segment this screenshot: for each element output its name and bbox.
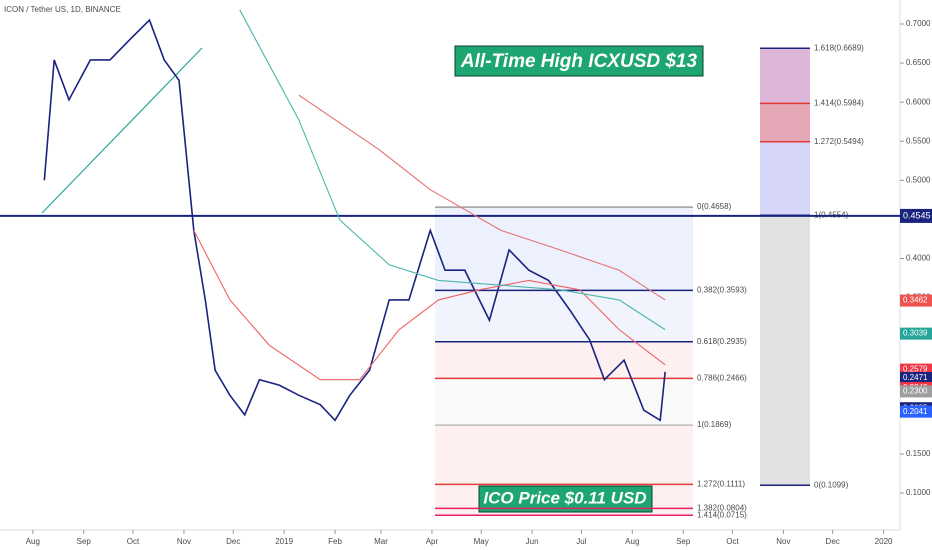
annotation-box [454, 45, 704, 77]
fib-label: 1.382(0.0804) [697, 503, 747, 512]
price-tag: 0.4545 [903, 210, 931, 220]
price-tag-bg [900, 372, 932, 385]
x-tick-label: 2019 [275, 537, 293, 546]
x-tick-label: Oct [127, 537, 140, 546]
price-tag: 0.2579 [903, 365, 928, 374]
x-tick-label: Nov [177, 537, 191, 546]
fib-label: 0.786(0.2466) [697, 374, 747, 383]
price-tag: 0.2041 [903, 407, 928, 416]
fib-label: 1.618(0.6689) [814, 43, 864, 52]
price-tag-bg [900, 327, 932, 340]
x-tick-label: Oct [726, 537, 739, 546]
trend-line [41, 47, 203, 214]
x-tick-label: Jun [526, 537, 539, 546]
fib-label: 1(0.1869) [697, 420, 732, 429]
fib-band [760, 48, 810, 104]
y-tick-label: 0.7000 [906, 19, 931, 28]
y-tick-label: 0.4000 [906, 254, 931, 263]
y-tick-label: 0.1000 [906, 488, 931, 497]
annotation: All-Time High ICXUSD $13 [460, 51, 698, 72]
y-tick-label: 0.6000 [906, 97, 931, 106]
fib-band [760, 215, 810, 486]
fib-label: 1.272(0.1111) [697, 479, 745, 488]
annotation: ICO Price $0.11 USD [483, 488, 646, 507]
price-tag: 0.2300 [903, 387, 928, 396]
fib-label: 0(0.1099) [814, 480, 849, 489]
fib-band [760, 103, 810, 142]
price-tag: 0.3039 [903, 329, 928, 338]
price-tag: 0.2471 [903, 373, 928, 382]
fib-band [435, 378, 693, 426]
x-tick-label: May [474, 537, 489, 546]
fib-label: 1.272(0.5494) [814, 137, 864, 146]
y-tick-label: 0.6500 [906, 58, 931, 67]
price-line [193, 230, 666, 381]
fib-label: 1(0.4554) [814, 210, 849, 219]
price-tag-bg [900, 385, 932, 398]
x-tick-label: Nov [776, 537, 790, 546]
fib-band [435, 425, 693, 485]
price-tag-bg [900, 294, 932, 307]
fib-band [435, 290, 693, 342]
x-tick-label: Apr [426, 537, 439, 546]
fib-label: 1.414(0.5984) [814, 99, 864, 108]
x-tick-label: Sep [676, 537, 691, 546]
fib-label: 0.618(0.2935) [697, 337, 747, 346]
fib-band [760, 141, 810, 216]
price-tag-bg [900, 405, 932, 418]
y-tick-label: 0.5000 [906, 175, 931, 184]
price-line [239, 9, 666, 331]
fib-label: 0.382(0.3593) [697, 285, 747, 294]
x-tick-label: Dec [826, 537, 840, 546]
x-tick-label: Sep [77, 537, 92, 546]
fib-label: 0(0.4658) [697, 202, 732, 211]
x-tick-label: Feb [328, 537, 342, 546]
x-tick-label: Dec [226, 537, 240, 546]
price-tag-bg [900, 208, 932, 223]
y-tick-label: 0.1500 [906, 449, 931, 458]
fib-bands [435, 48, 810, 516]
x-tick-label: 2020 [875, 537, 893, 546]
chart-title: ICON / Tether US, 1D, BINANCE [4, 5, 121, 14]
x-tick-label: Jul [576, 537, 586, 546]
fib-band [435, 207, 693, 291]
price-line [43, 18, 666, 422]
price-tag: 0.3462 [903, 296, 928, 305]
fib-label: 1.414(0.0715) [697, 510, 747, 519]
x-tick-label: Aug [26, 537, 40, 546]
x-tick-label: Mar [374, 537, 388, 546]
price-line [298, 94, 666, 301]
y-tick-label: 0.5500 [906, 136, 931, 145]
x-tick-label: Aug [625, 537, 639, 546]
fib-band [435, 341, 693, 379]
